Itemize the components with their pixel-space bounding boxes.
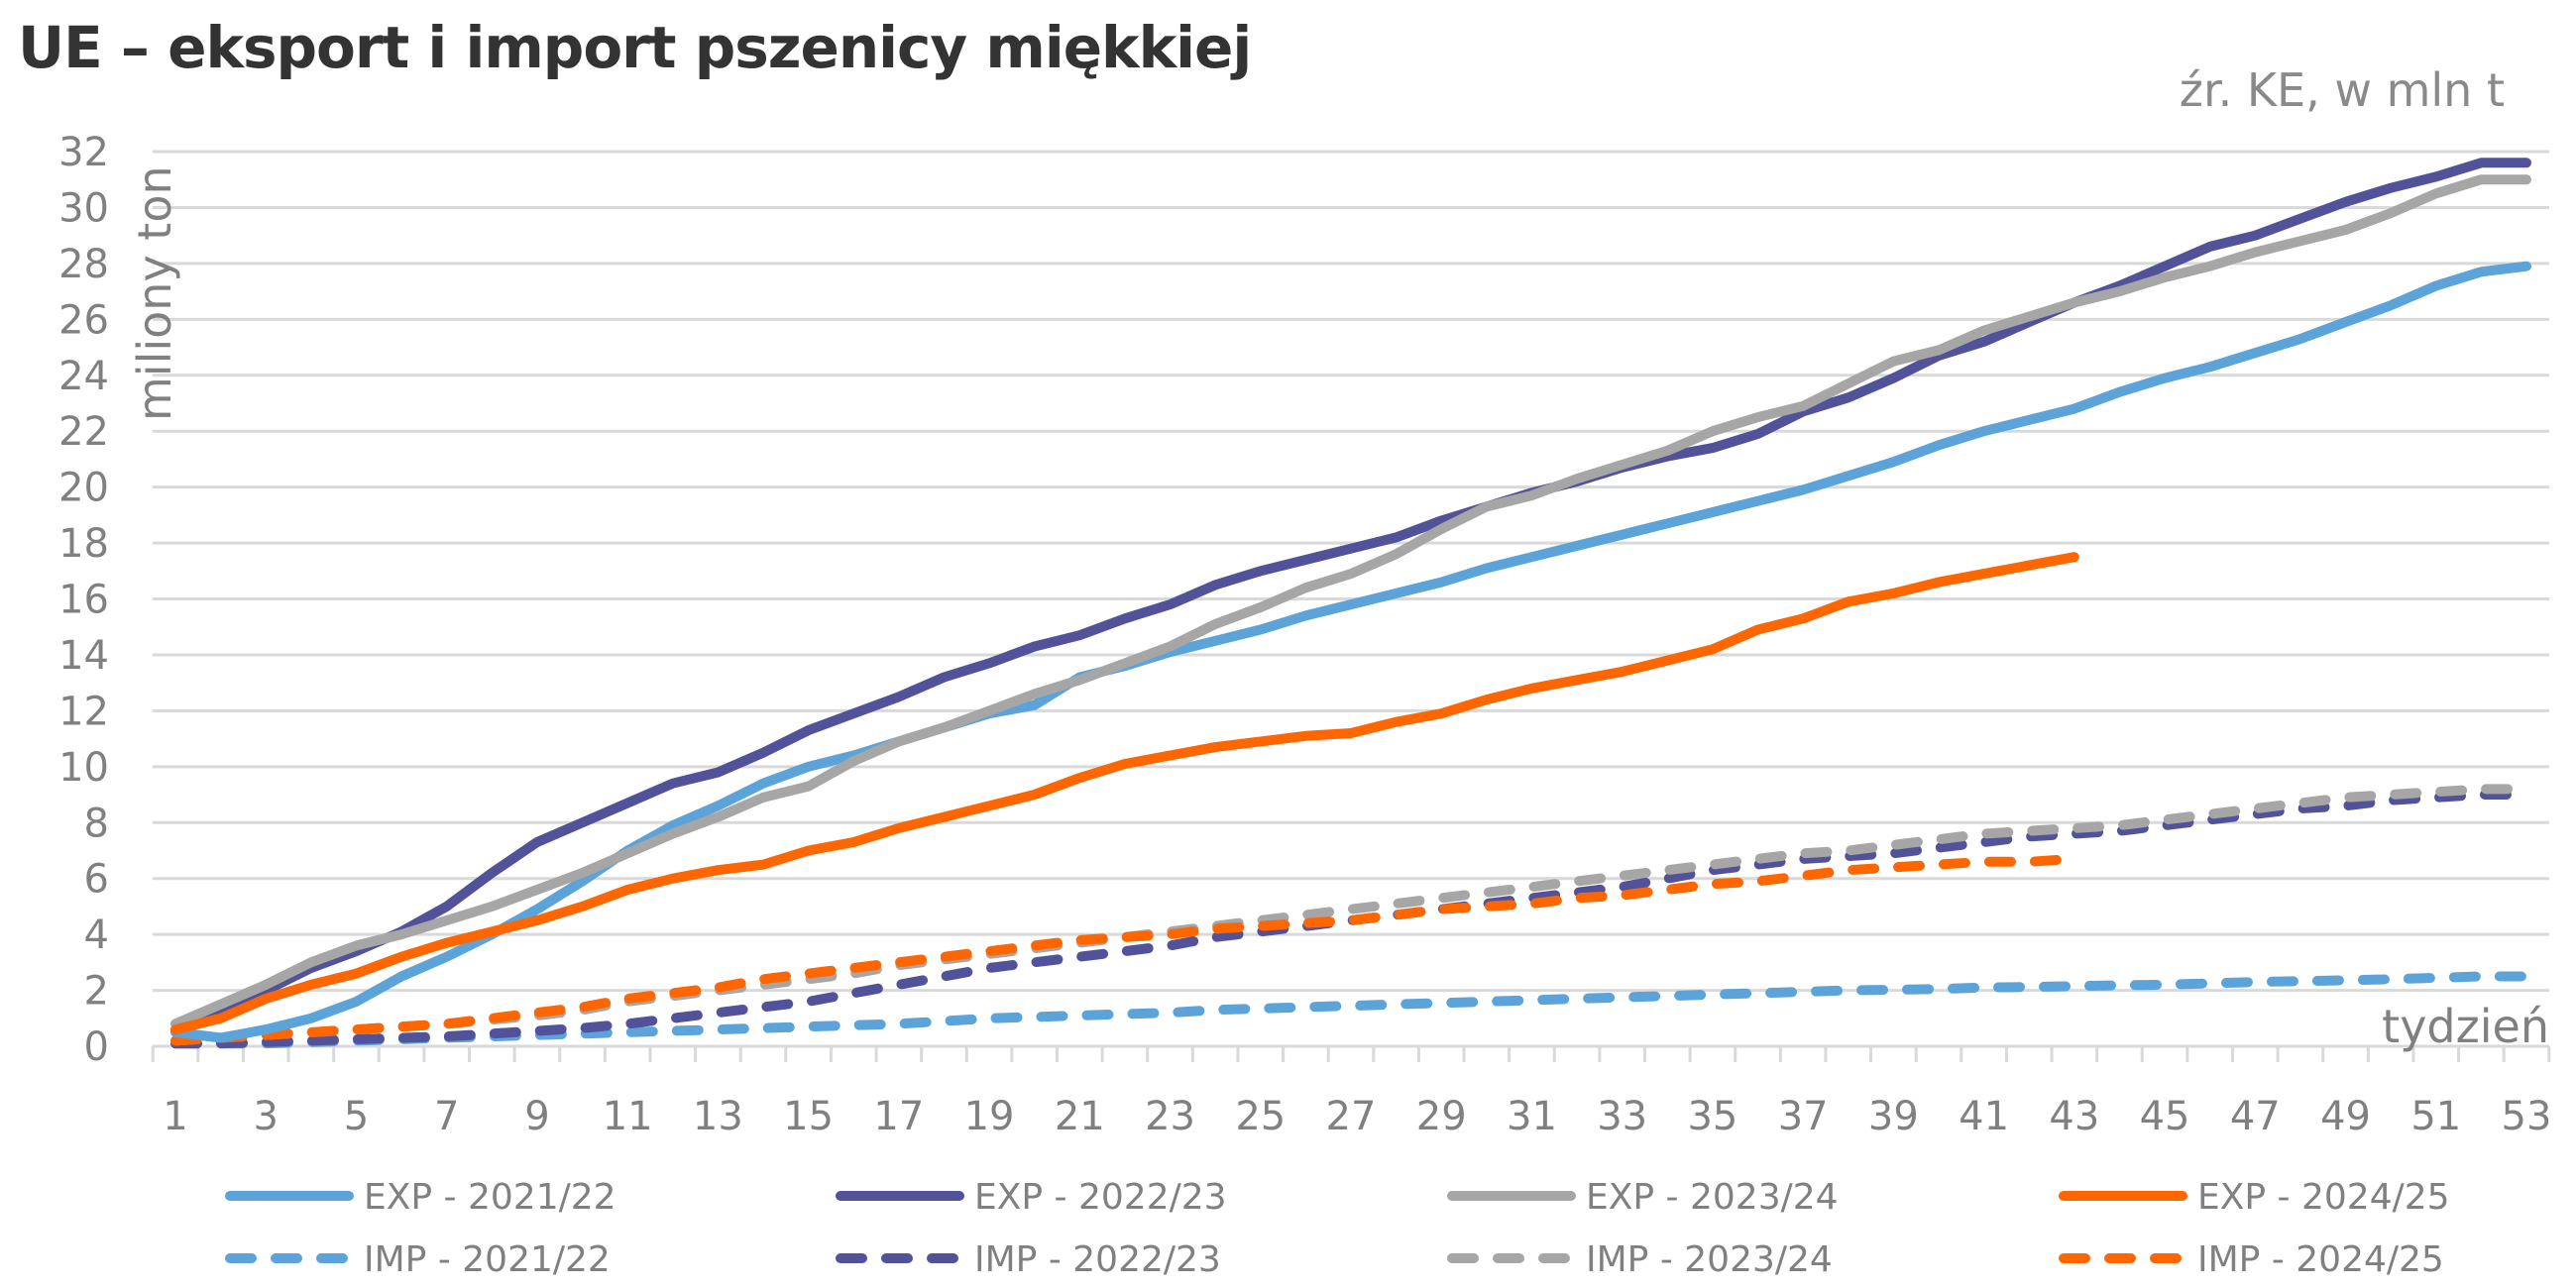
legend-label: EXP - 2023/24 bbox=[1586, 1177, 1839, 1218]
y-tick-label: 18 bbox=[58, 521, 109, 567]
x-tick-label: 53 bbox=[2502, 1094, 2552, 1139]
x-tick-label: 47 bbox=[2230, 1094, 2281, 1139]
legend-label: EXP - 2022/23 bbox=[974, 1177, 1227, 1218]
x-tick-label: 41 bbox=[1959, 1094, 2009, 1139]
y-tick-label: 26 bbox=[58, 297, 109, 343]
series-line-exp-2024-25 bbox=[170, 552, 2079, 1035]
x-tick-label: 31 bbox=[1507, 1094, 1557, 1139]
x-tick-label: 17 bbox=[873, 1094, 924, 1139]
x-tick-label: 33 bbox=[1597, 1094, 1647, 1139]
legend-label: IMP - 2022/23 bbox=[974, 1239, 1221, 1280]
y-tick-label: 20 bbox=[58, 466, 109, 511]
legend-label: IMP - 2023/24 bbox=[1586, 1239, 1833, 1280]
x-tick-label: 49 bbox=[2320, 1094, 2371, 1139]
series-line-imp-2021-22 bbox=[170, 971, 2531, 1049]
chart-title: UE – eksport i import pszenicy miękkiej bbox=[18, 14, 1252, 81]
series-line-exp-2023-24 bbox=[170, 174, 2531, 1029]
y-tick-label: 4 bbox=[84, 912, 109, 958]
x-tick-label: 39 bbox=[1868, 1094, 1919, 1139]
x-tick-label: 3 bbox=[254, 1094, 279, 1139]
y-axis-title: miliony ton bbox=[128, 165, 181, 421]
x-tick-label: 25 bbox=[1235, 1094, 1286, 1139]
legend-label: IMP - 2021/22 bbox=[364, 1239, 611, 1280]
x-tick-label: 29 bbox=[1416, 1094, 1467, 1139]
x-tick-label: 21 bbox=[1055, 1094, 1105, 1139]
y-tick-label: 14 bbox=[58, 633, 109, 679]
y-tick-label: 30 bbox=[58, 185, 109, 231]
y-tick-label: 32 bbox=[58, 130, 109, 175]
x-tick-label: 37 bbox=[1778, 1094, 1829, 1139]
x-tick-label: 7 bbox=[434, 1094, 459, 1139]
x-tick-label: 1 bbox=[163, 1094, 187, 1139]
series-line-imp-2023-24 bbox=[170, 784, 2531, 1046]
y-tick-label: 6 bbox=[84, 857, 109, 903]
x-tick-label: 23 bbox=[1145, 1094, 1195, 1139]
source-note: źr. KE, w mln t bbox=[2179, 63, 2505, 117]
series-line-imp-2024-25 bbox=[170, 853, 2079, 1046]
legend-label: EXP - 2021/22 bbox=[364, 1177, 616, 1218]
y-tick-label: 22 bbox=[58, 409, 109, 455]
y-tick-label: 0 bbox=[84, 1024, 109, 1070]
gridlines bbox=[153, 150, 2549, 993]
legend: EXP - 2021/22 EXP - 2022/23 EXP - 2023/24 E… bbox=[225, 1177, 2450, 1280]
series-line-exp-2022-23 bbox=[170, 158, 2531, 1035]
y-tick-label: 12 bbox=[58, 689, 109, 734]
y-tick-label: 16 bbox=[58, 578, 109, 623]
x-tick-label: 11 bbox=[603, 1094, 653, 1139]
series-line-exp-2021-22 bbox=[170, 261, 2531, 1043]
x-tick-label: 35 bbox=[1687, 1094, 1737, 1139]
y-tick-label: 10 bbox=[58, 745, 109, 791]
x-axis: 1 3 5 7 9 11 13 15 17 19 21 23 25 27 29 31 33 35 37 39 41 43 4… bbox=[151, 1044, 2552, 1139]
legend-label: IMP - 2024/25 bbox=[2197, 1239, 2444, 1280]
x-tick-label: 5 bbox=[344, 1094, 369, 1139]
x-tick-label: 27 bbox=[1326, 1094, 1377, 1139]
x-tick-label: 19 bbox=[964, 1094, 1015, 1139]
x-tick-label: 43 bbox=[2049, 1094, 2099, 1139]
x-tick-label: 13 bbox=[693, 1094, 743, 1139]
y-tick-label: 28 bbox=[58, 242, 109, 287]
x-tick-label: 9 bbox=[524, 1094, 549, 1139]
legend-label: EXP - 2024/25 bbox=[2197, 1177, 2450, 1218]
y-tick-label: 8 bbox=[84, 801, 109, 846]
x-axis-title: tydzień bbox=[2382, 1000, 2549, 1053]
y-tick-label: 2 bbox=[84, 969, 109, 1015]
x-tick-label: 15 bbox=[783, 1094, 834, 1139]
x-tick-label: 51 bbox=[2410, 1094, 2461, 1139]
y-tick-label: 24 bbox=[58, 354, 109, 399]
series-lines bbox=[170, 158, 2531, 1049]
x-tick-label: 45 bbox=[2140, 1094, 2190, 1139]
